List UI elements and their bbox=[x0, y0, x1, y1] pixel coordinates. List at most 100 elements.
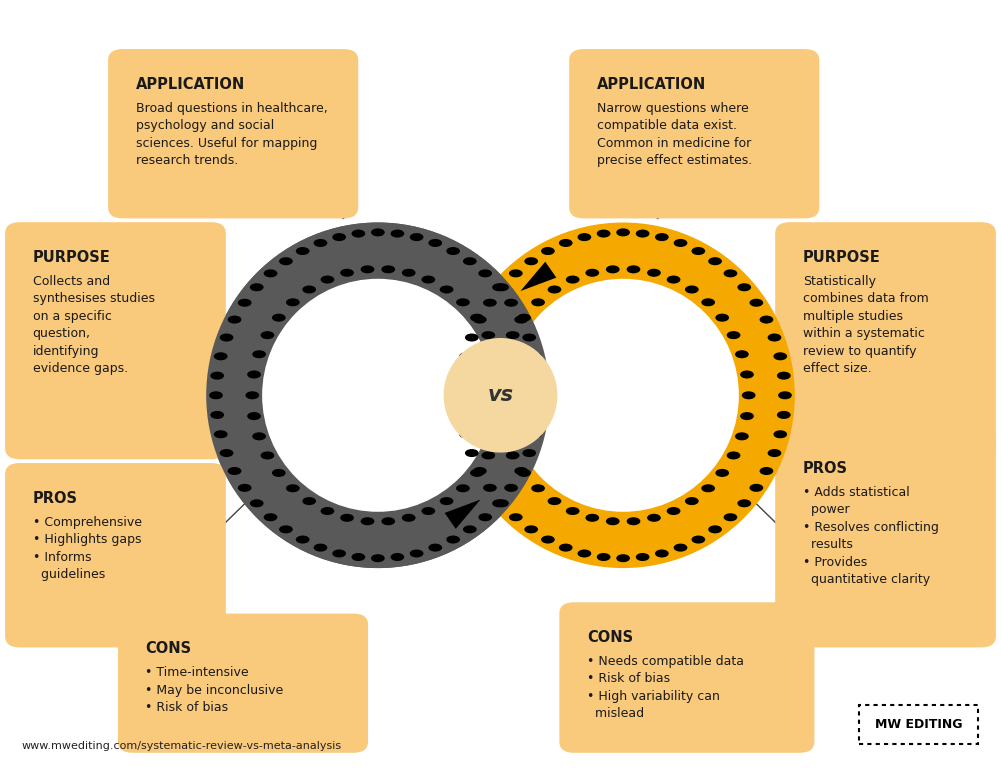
Ellipse shape bbox=[617, 228, 630, 237]
Ellipse shape bbox=[636, 230, 650, 237]
Ellipse shape bbox=[508, 279, 739, 511]
FancyBboxPatch shape bbox=[5, 222, 226, 459]
Text: • Comprehensive
• Highlights gaps
• Informs
  guidelines: • Comprehensive • Highlights gaps • Info… bbox=[33, 516, 141, 581]
Ellipse shape bbox=[768, 449, 782, 457]
Text: Statistically
combines data from
multiple studies
within a systematic
review to : Statistically combines data from multipl… bbox=[803, 275, 928, 376]
Ellipse shape bbox=[578, 233, 592, 241]
Ellipse shape bbox=[371, 554, 384, 562]
Text: MW EDITING: MW EDITING bbox=[875, 717, 962, 730]
Ellipse shape bbox=[313, 544, 327, 551]
Ellipse shape bbox=[708, 257, 722, 265]
Ellipse shape bbox=[742, 391, 756, 399]
Ellipse shape bbox=[525, 257, 539, 265]
Text: CONS: CONS bbox=[145, 641, 191, 657]
Text: Meta-
analysis: Meta- analysis bbox=[574, 361, 683, 415]
Ellipse shape bbox=[459, 430, 472, 439]
Ellipse shape bbox=[214, 430, 227, 439]
Ellipse shape bbox=[443, 338, 558, 452]
Ellipse shape bbox=[532, 298, 545, 306]
Ellipse shape bbox=[685, 497, 699, 505]
Ellipse shape bbox=[532, 485, 545, 492]
Ellipse shape bbox=[302, 286, 316, 293]
Ellipse shape bbox=[692, 247, 706, 255]
Ellipse shape bbox=[371, 228, 384, 237]
Ellipse shape bbox=[454, 391, 468, 399]
Ellipse shape bbox=[489, 432, 504, 440]
Ellipse shape bbox=[740, 412, 754, 420]
Ellipse shape bbox=[262, 279, 493, 511]
Ellipse shape bbox=[401, 514, 415, 521]
Ellipse shape bbox=[247, 412, 261, 420]
Ellipse shape bbox=[481, 452, 495, 459]
Ellipse shape bbox=[702, 298, 715, 306]
Ellipse shape bbox=[667, 507, 681, 515]
Ellipse shape bbox=[494, 370, 509, 379]
Ellipse shape bbox=[446, 247, 460, 255]
Ellipse shape bbox=[238, 484, 251, 492]
Ellipse shape bbox=[483, 299, 496, 306]
Ellipse shape bbox=[481, 331, 495, 339]
Ellipse shape bbox=[286, 485, 299, 492]
Ellipse shape bbox=[459, 353, 472, 360]
Ellipse shape bbox=[401, 269, 415, 276]
Ellipse shape bbox=[409, 233, 423, 241]
Ellipse shape bbox=[390, 553, 404, 561]
Ellipse shape bbox=[464, 449, 478, 457]
Ellipse shape bbox=[525, 525, 539, 534]
Ellipse shape bbox=[360, 265, 374, 273]
Ellipse shape bbox=[492, 499, 506, 508]
Text: Systematic
review: Systematic review bbox=[299, 361, 446, 415]
Ellipse shape bbox=[286, 298, 299, 306]
Ellipse shape bbox=[760, 467, 774, 475]
Ellipse shape bbox=[247, 370, 261, 379]
FancyBboxPatch shape bbox=[5, 463, 226, 647]
Ellipse shape bbox=[685, 286, 699, 293]
Ellipse shape bbox=[617, 554, 630, 562]
Ellipse shape bbox=[320, 276, 334, 283]
Ellipse shape bbox=[497, 350, 512, 358]
Ellipse shape bbox=[252, 350, 266, 358]
Ellipse shape bbox=[578, 549, 592, 558]
Ellipse shape bbox=[497, 432, 512, 440]
Ellipse shape bbox=[716, 469, 729, 477]
Ellipse shape bbox=[381, 265, 395, 273]
Text: Broad questions in healthcare,
psychology and social
sciences. Useful for mappin: Broad questions in healthcare, psycholog… bbox=[135, 102, 327, 167]
Text: • Time-intensive
• May be inconclusive
• Risk of bias: • Time-intensive • May be inconclusive •… bbox=[145, 667, 283, 714]
Ellipse shape bbox=[340, 269, 354, 276]
Ellipse shape bbox=[636, 553, 650, 561]
Ellipse shape bbox=[295, 247, 309, 255]
Ellipse shape bbox=[768, 333, 782, 342]
Ellipse shape bbox=[455, 411, 469, 419]
Ellipse shape bbox=[541, 535, 555, 544]
Text: • Needs compatible data
• Risk of bias
• High variability can
  mislead: • Needs compatible data • Risk of bias •… bbox=[587, 655, 744, 720]
Ellipse shape bbox=[606, 517, 620, 525]
Ellipse shape bbox=[692, 535, 706, 544]
FancyBboxPatch shape bbox=[560, 602, 815, 753]
Ellipse shape bbox=[505, 299, 518, 306]
Ellipse shape bbox=[494, 412, 509, 420]
Ellipse shape bbox=[351, 553, 365, 561]
Ellipse shape bbox=[464, 333, 478, 342]
Ellipse shape bbox=[505, 484, 518, 492]
Ellipse shape bbox=[738, 283, 751, 291]
Ellipse shape bbox=[724, 513, 738, 521]
Ellipse shape bbox=[515, 467, 529, 475]
Ellipse shape bbox=[548, 286, 562, 293]
Ellipse shape bbox=[506, 331, 520, 339]
Ellipse shape bbox=[279, 257, 293, 265]
Ellipse shape bbox=[490, 391, 505, 399]
Ellipse shape bbox=[750, 484, 763, 492]
Ellipse shape bbox=[483, 484, 496, 492]
Ellipse shape bbox=[724, 270, 738, 277]
Ellipse shape bbox=[456, 298, 469, 306]
Ellipse shape bbox=[586, 514, 600, 521]
Ellipse shape bbox=[209, 391, 223, 399]
Ellipse shape bbox=[518, 469, 531, 477]
Ellipse shape bbox=[495, 499, 509, 508]
Text: vs: vs bbox=[487, 386, 514, 406]
Ellipse shape bbox=[332, 233, 346, 241]
Ellipse shape bbox=[492, 283, 506, 291]
Ellipse shape bbox=[597, 230, 611, 237]
Ellipse shape bbox=[495, 283, 509, 291]
Ellipse shape bbox=[214, 353, 227, 360]
